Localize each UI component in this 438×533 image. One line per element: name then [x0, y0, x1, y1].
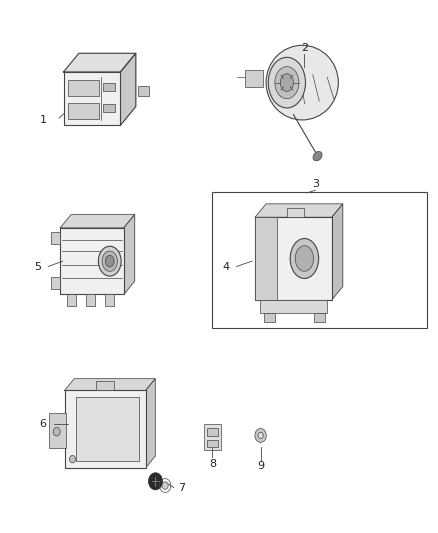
Text: 3: 3 — [312, 179, 319, 189]
Bar — [314, 312, 325, 322]
Ellipse shape — [280, 74, 293, 92]
Bar — [60, 228, 124, 294]
Text: 2: 2 — [301, 43, 308, 53]
Bar — [207, 428, 218, 436]
Bar — [259, 300, 327, 313]
Text: 6: 6 — [39, 419, 46, 429]
Bar — [245, 70, 263, 87]
Bar — [64, 72, 120, 125]
Circle shape — [148, 473, 162, 490]
Ellipse shape — [275, 67, 299, 99]
Bar — [103, 83, 115, 91]
Text: 7: 7 — [178, 483, 185, 492]
Ellipse shape — [290, 239, 319, 279]
Text: 1: 1 — [40, 115, 47, 125]
Polygon shape — [124, 214, 135, 294]
Text: 4: 4 — [222, 262, 229, 271]
Polygon shape — [64, 378, 155, 390]
Polygon shape — [64, 53, 136, 72]
Polygon shape — [255, 204, 343, 217]
Circle shape — [255, 429, 266, 442]
Ellipse shape — [295, 246, 314, 271]
Polygon shape — [332, 204, 343, 300]
Bar — [264, 312, 275, 322]
Circle shape — [162, 482, 168, 489]
Bar — [212, 192, 427, 328]
Bar — [255, 217, 277, 300]
Bar — [287, 207, 304, 217]
Text: 9: 9 — [257, 462, 264, 471]
Ellipse shape — [102, 251, 117, 271]
Bar — [68, 80, 99, 96]
Ellipse shape — [106, 255, 114, 267]
Circle shape — [69, 455, 75, 463]
Bar — [96, 381, 114, 390]
Bar — [49, 413, 66, 448]
Circle shape — [258, 432, 263, 439]
Bar — [138, 86, 149, 96]
Bar — [204, 424, 221, 450]
Bar — [52, 277, 60, 289]
Polygon shape — [60, 214, 135, 228]
Bar — [105, 294, 114, 306]
Polygon shape — [145, 378, 155, 468]
Bar — [207, 440, 218, 447]
Bar — [52, 232, 60, 244]
Bar — [68, 103, 99, 119]
Bar — [75, 398, 139, 461]
Circle shape — [53, 427, 60, 436]
Bar — [255, 217, 332, 300]
Text: 8: 8 — [209, 459, 216, 469]
Text: 5: 5 — [34, 262, 41, 271]
Bar — [64, 390, 145, 468]
Ellipse shape — [268, 58, 305, 108]
Bar — [103, 104, 115, 112]
Polygon shape — [120, 53, 136, 125]
Bar — [86, 294, 95, 306]
Ellipse shape — [99, 246, 121, 276]
Ellipse shape — [266, 45, 338, 120]
Ellipse shape — [313, 151, 322, 161]
Bar — [67, 294, 77, 306]
